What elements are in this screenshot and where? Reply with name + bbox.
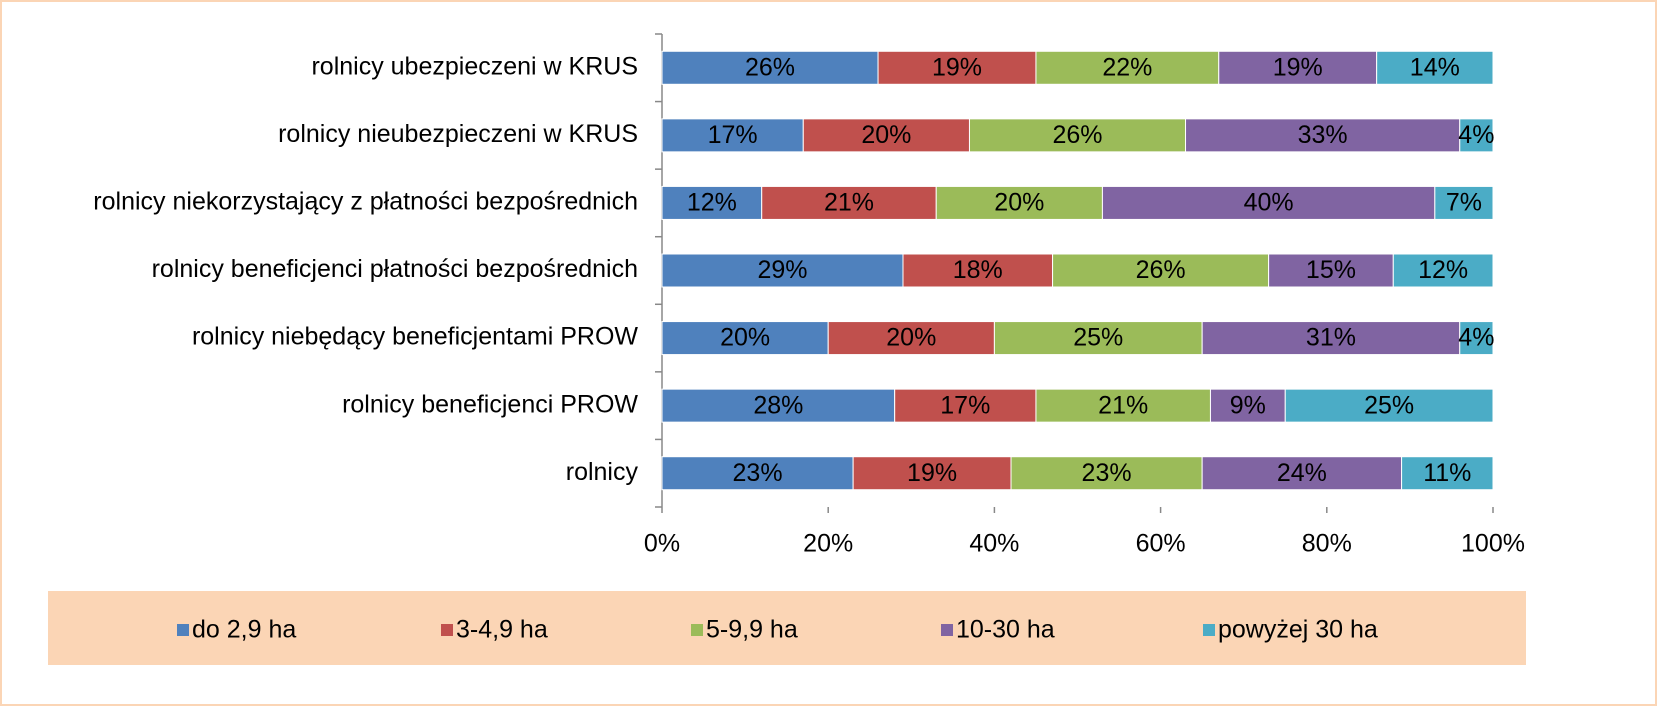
bar-segment	[1052, 253, 1270, 288]
x-tick-label: 80%	[1302, 530, 1352, 558]
bar-segment	[1392, 253, 1494, 288]
data-label: 20%	[720, 324, 770, 352]
data-label: 19%	[907, 459, 957, 487]
bar-segment	[661, 456, 854, 491]
bar-segment	[902, 253, 1054, 288]
y-tick-label: rolnicy nieubezpieczeni w KRUS	[278, 120, 638, 148]
data-label: 26%	[745, 53, 795, 81]
x-tick-label: 40%	[969, 530, 1019, 558]
bar-segment	[1376, 50, 1494, 85]
data-label: 11%	[1423, 459, 1471, 487]
data-label: 20%	[861, 121, 911, 149]
y-tick-label: rolnicy ubezpieczeni w KRUS	[311, 52, 638, 80]
data-label: 21%	[1098, 391, 1148, 419]
bar-segment	[1101, 185, 1436, 220]
data-label: 17%	[708, 121, 758, 149]
bar-segment	[1434, 185, 1494, 220]
data-label: 31%	[1306, 324, 1356, 352]
x-tick-label: 60%	[1136, 530, 1186, 558]
bar-segment	[935, 185, 1103, 220]
bar-segment	[661, 253, 904, 288]
data-label: 12%	[1418, 256, 1468, 284]
data-label: 25%	[1073, 324, 1123, 352]
bar-segment	[802, 118, 970, 153]
x-tick-label: 0%	[644, 530, 680, 558]
data-label: 24%	[1277, 459, 1327, 487]
y-tick-label: rolnicy niekorzystający z płatności bezp…	[93, 188, 638, 216]
legend-label: 3-4,9 ha	[456, 616, 548, 644]
data-label: 19%	[932, 53, 982, 81]
data-label: 20%	[994, 189, 1044, 217]
bar-segment	[661, 50, 879, 85]
bar-segment	[661, 388, 896, 423]
legend-swatch	[691, 624, 703, 636]
data-label: 4%	[1458, 121, 1494, 149]
x-tick-label: 100%	[1461, 530, 1525, 558]
data-label: 19%	[1273, 53, 1323, 81]
bar-segment	[1201, 456, 1403, 491]
legend-label: powyżej 30 ha	[1218, 616, 1378, 644]
data-label: 17%	[940, 391, 990, 419]
bar-segment	[827, 321, 995, 356]
data-label: 18%	[953, 256, 1003, 284]
data-label: 23%	[1082, 459, 1132, 487]
data-label: 20%	[886, 324, 936, 352]
data-label: 26%	[1052, 121, 1102, 149]
bar-segment	[852, 456, 1012, 491]
data-label: 26%	[1136, 256, 1186, 284]
bar-segment	[1035, 50, 1220, 85]
data-label: 29%	[757, 256, 807, 284]
data-label: 4%	[1458, 324, 1494, 352]
data-label: 25%	[1364, 391, 1414, 419]
y-tick-label: rolnicy	[566, 458, 639, 486]
bar-segment	[661, 185, 763, 220]
bar-segment	[1268, 253, 1394, 288]
data-label: 40%	[1244, 189, 1294, 217]
bar-segment	[1401, 456, 1494, 491]
legend-box	[48, 591, 1526, 665]
data-label: 21%	[824, 189, 874, 217]
data-label: 14%	[1410, 53, 1460, 81]
data-label: 15%	[1306, 256, 1356, 284]
data-label: 22%	[1102, 53, 1152, 81]
bar-segment	[1035, 388, 1211, 423]
legend-label: 10-30 ha	[956, 616, 1055, 644]
bar-segment	[1201, 321, 1461, 356]
data-label: 9%	[1230, 391, 1266, 419]
legend-swatch	[1203, 624, 1215, 636]
legend-swatch	[441, 624, 453, 636]
bar-segment	[1284, 388, 1494, 423]
legend-label: do 2,9 ha	[192, 616, 296, 644]
data-label: 28%	[753, 391, 803, 419]
bar-segment	[877, 50, 1037, 85]
x-tick-label: 20%	[803, 530, 853, 558]
y-tick-label: rolnicy beneficjenci płatności bezpośred…	[152, 255, 638, 283]
bar-segment	[1459, 118, 1494, 153]
y-tick-label: rolnicy niebędący beneficjentami PROW	[192, 323, 638, 351]
data-label: 33%	[1298, 121, 1348, 149]
bar-segment	[993, 321, 1203, 356]
y-tick-label: rolnicy beneficjenci PROW	[342, 390, 638, 418]
legend-swatch	[177, 624, 189, 636]
bar-segment	[1185, 118, 1461, 153]
legend-swatch	[941, 624, 953, 636]
data-label: 23%	[733, 459, 783, 487]
data-label: 7%	[1446, 189, 1482, 217]
bar-segment	[661, 321, 829, 356]
data-label: 12%	[687, 189, 737, 217]
legend-label: 5-9,9 ha	[706, 616, 798, 644]
bar-segment	[761, 185, 937, 220]
bar-segment	[1459, 321, 1494, 356]
